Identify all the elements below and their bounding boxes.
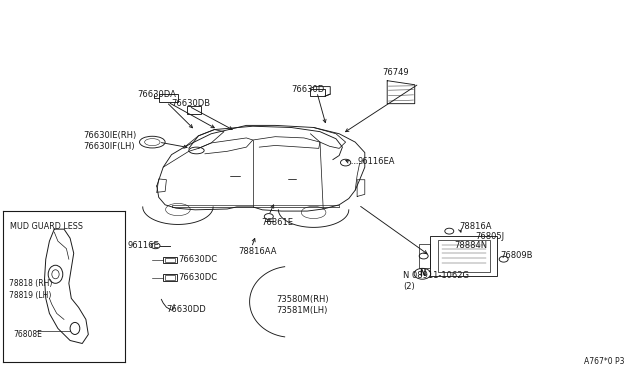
Text: 76630D: 76630D (291, 84, 324, 93)
Text: 76630DC: 76630DC (178, 273, 217, 282)
Text: 76861E: 76861E (261, 218, 293, 227)
Text: 78884N: 78884N (454, 241, 488, 250)
Text: N 08911-1062G
(2): N 08911-1062G (2) (403, 271, 469, 291)
Bar (165, 258, 175, 262)
Text: N: N (419, 269, 426, 278)
Text: 76805J: 76805J (475, 232, 504, 241)
Text: 96116EA: 96116EA (357, 157, 395, 166)
Bar (159, 94, 178, 102)
Text: 76630IE(RH)
76630IF(LH): 76630IE(RH) 76630IF(LH) (83, 131, 136, 151)
Text: 76749: 76749 (382, 68, 409, 77)
Bar (187, 106, 201, 114)
Bar (438, 240, 490, 272)
Text: 96116E: 96116E (128, 241, 160, 250)
Bar (163, 257, 177, 263)
Text: 78816A: 78816A (460, 222, 492, 231)
Text: 76630DD: 76630DD (166, 305, 206, 314)
Bar (310, 89, 325, 96)
Bar (163, 274, 177, 281)
Text: 73580M(RH)
73581M(LH): 73580M(RH) 73581M(LH) (276, 295, 329, 315)
Text: 76630DA: 76630DA (138, 90, 177, 99)
Bar (430, 236, 497, 276)
Text: 76630DC: 76630DC (178, 256, 217, 264)
Text: A767*0 P3: A767*0 P3 (584, 357, 624, 366)
Text: 78816AA: 78816AA (238, 247, 276, 256)
Bar (419, 244, 430, 268)
Bar (165, 275, 175, 280)
Text: 76809B: 76809B (500, 251, 533, 260)
Text: 76630DB: 76630DB (172, 99, 211, 108)
